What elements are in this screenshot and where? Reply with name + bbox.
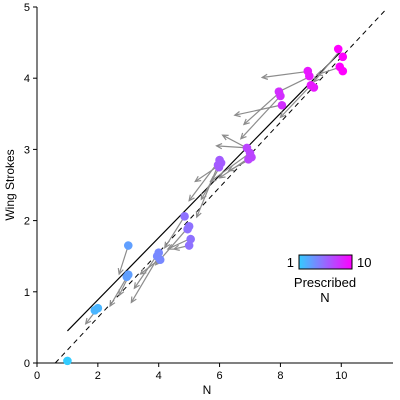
data-point (63, 356, 72, 366)
data-point (183, 224, 192, 234)
y-tick-label: 3 (24, 144, 30, 156)
data-point (122, 272, 132, 282)
data-point (184, 241, 194, 250)
colorbar-gradient (298, 254, 353, 270)
data-point (244, 155, 253, 164)
data-point (333, 44, 343, 54)
x-ticks: 0 2 4 6 8 10 (34, 363, 347, 382)
x-tick-label: 2 (95, 370, 101, 382)
x-tick-label: 6 (217, 370, 223, 382)
trajectory-arrow (221, 134, 248, 149)
fit-solid-line (66, 50, 342, 332)
y-ticks: 0 1 2 3 4 5 (24, 2, 37, 370)
data-point (180, 212, 189, 221)
trajectory-arrow (313, 48, 342, 83)
trajectory-arrow (117, 245, 129, 276)
trajectory-arrows (84, 48, 342, 325)
trajectory-arrow (166, 238, 190, 250)
data-point (152, 251, 162, 261)
colorbar-min-label: 1 (287, 255, 294, 270)
colorbar-max-label: 10 (357, 255, 371, 270)
y-tick-label: 4 (24, 73, 30, 85)
y-tick-label: 2 (24, 216, 30, 228)
trajectory-arrow (239, 95, 281, 140)
reference-lines (54, 8, 388, 364)
data-point (276, 91, 285, 101)
data-point (277, 100, 287, 110)
trajectory-arrow (164, 216, 186, 249)
unity-dashed-line (54, 8, 388, 364)
x-tick-label: 4 (156, 370, 162, 382)
x-tick-label: 10 (335, 370, 347, 382)
x-tick-label: 8 (277, 370, 283, 382)
data-point (338, 66, 348, 76)
data-point (309, 83, 319, 92)
data-point (186, 234, 195, 244)
y-tick-label: 1 (24, 287, 30, 299)
data-point (305, 71, 314, 81)
colorbar-title-line-1: Prescribed (294, 275, 356, 290)
y-tick-label: 5 (24, 2, 30, 14)
colorbar-legend: 1 10 Prescribed N (287, 254, 371, 305)
y-axis: 0 1 2 3 4 5 Wing Strokes (3, 2, 38, 370)
x-tick-label: 0 (34, 370, 40, 382)
data-points (63, 44, 348, 366)
x-axis: 0 2 4 6 8 10 N (34, 362, 393, 397)
trajectory-arrow (195, 162, 220, 219)
x-axis-title: N (203, 383, 212, 397)
data-point (90, 306, 100, 315)
trajectory-arrow (139, 259, 160, 275)
data-point (123, 241, 133, 250)
trajectory-arrow (260, 70, 311, 80)
colorbar-title-line-2: N (320, 290, 329, 305)
data-point (214, 162, 224, 172)
trajectory-arrow (209, 152, 251, 183)
y-tick-label: 0 (24, 358, 30, 370)
trajectory-arrow (279, 84, 312, 119)
data-point (338, 52, 348, 62)
y-axis-title: Wing Strokes (3, 149, 17, 220)
trajectory-arrow (233, 104, 281, 118)
trajectory-arrow (242, 91, 281, 126)
